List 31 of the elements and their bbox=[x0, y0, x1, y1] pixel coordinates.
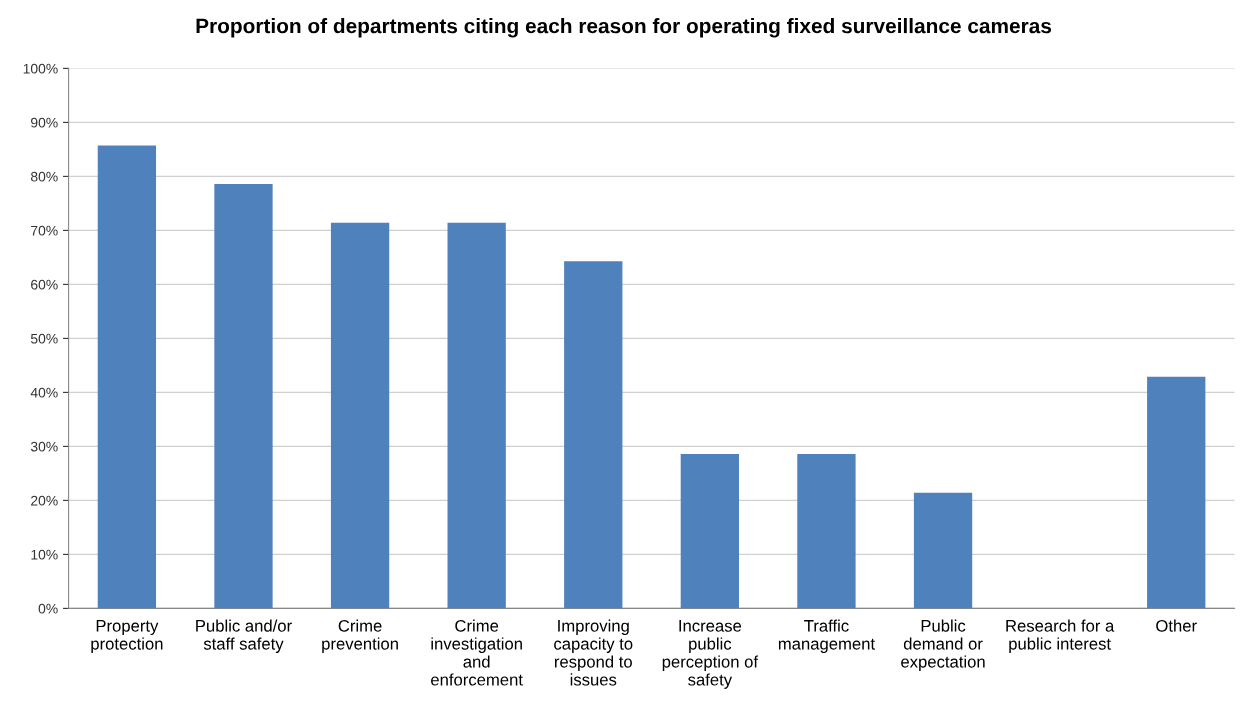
x-tick-label: Improving capacity to respond to issues bbox=[554, 619, 633, 686]
x-tick-label: Other bbox=[1156, 619, 1197, 632]
chart-title: Proportion of departments citing each reason for operating fixed surveillance cameras bbox=[196, 18, 1052, 38]
y-tick-label: 90% bbox=[31, 117, 58, 128]
x-tick-label: Public demand or expectation bbox=[901, 619, 985, 671]
bar bbox=[97, 145, 157, 609]
y-tick-label: 60% bbox=[31, 279, 58, 290]
bar bbox=[564, 261, 623, 609]
bar bbox=[1147, 376, 1206, 609]
y-tick-label: 10% bbox=[31, 549, 58, 560]
bar bbox=[330, 222, 390, 609]
x-tick-label: Research for a public interest bbox=[1006, 619, 1115, 653]
x-tick-label: Crime prevention bbox=[322, 619, 398, 653]
bar bbox=[913, 492, 973, 609]
y-tick-label: 50% bbox=[30, 333, 58, 344]
y-tick-label: 100% bbox=[23, 63, 58, 74]
bar bbox=[680, 453, 739, 609]
y-tick-label: 20% bbox=[31, 495, 58, 506]
y-tick-label: 80% bbox=[30, 171, 58, 182]
bar bbox=[797, 453, 856, 609]
x-tick-label: Public and/or staff safety bbox=[196, 619, 292, 653]
x-tick-label: Property protection bbox=[91, 620, 163, 653]
bar bbox=[447, 222, 506, 609]
y-tick-label: 40% bbox=[30, 387, 58, 398]
y-tick-label: 70% bbox=[31, 225, 58, 236]
y-tick-label: 30% bbox=[30, 441, 58, 452]
y-tick-label: 0% bbox=[38, 603, 58, 614]
x-tick-label: Increase public perception of safety bbox=[662, 620, 759, 689]
bar bbox=[214, 183, 273, 609]
x-tick-label: Crime investigation and enforcement bbox=[431, 619, 523, 686]
x-tick-label: Traffic management bbox=[778, 619, 875, 653]
